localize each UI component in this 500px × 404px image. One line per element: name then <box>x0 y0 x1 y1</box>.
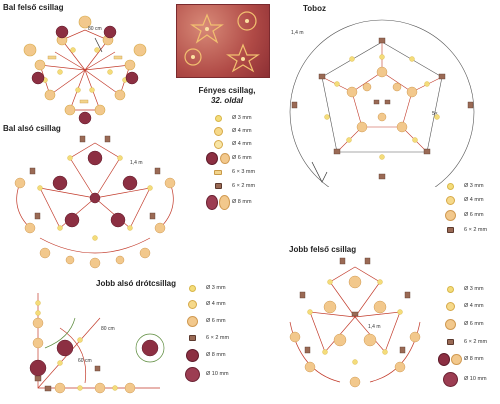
legend-br-item-5: Ø 8 mm <box>438 352 484 366</box>
legend-bottom-left: Ø 3 mm Ø 4 mm Ø 6 mm 6 × 2 mm Ø 8 mm Ø 1… <box>180 282 252 402</box>
legend-mid-item-1: Ø 3 mm <box>206 112 252 124</box>
legend-toboz-item-3: Ø 6 mm <box>438 209 484 221</box>
legend-br-item-2: Ø 4 mm <box>438 300 484 312</box>
legend-mid-item-5: 6 × 3 mm <box>206 166 255 178</box>
diagram-top-left-star <box>23 15 147 125</box>
legend-mid-item-3: Ø 4 mm <box>206 138 252 150</box>
label-bl-wire2: 60 cm <box>78 358 92 364</box>
legend-mid-item-6: 6 × 2 mm <box>206 180 255 192</box>
legend-br-item-4: 6 × 2 mm <box>438 336 487 348</box>
legend-br-item-3: Ø 6 mm <box>438 318 484 330</box>
label-toboz-repeat: 5× <box>432 111 438 117</box>
title-wire-star: Jobb alsó drótcsillag <box>96 279 177 288</box>
legend-mid: Ø 3 mm Ø 4 mm Ø 4 mm Ø 6 mm 6 × 3 mm 6 ×… <box>206 112 276 212</box>
label-mid-wire: 1,4 m <box>130 160 143 166</box>
caption-line2: 32. oldal <box>210 96 243 105</box>
legend-bl-item-5: Ø 8 mm <box>180 348 226 362</box>
legend-toboz-item-1: Ø 3 mm <box>438 180 484 192</box>
star-photo <box>176 4 270 78</box>
legend-toboz-item-2: Ø 4 mm <box>438 194 484 206</box>
legend-bottom-right: Ø 3 mm Ø 4 mm Ø 6 mm 6 × 2 mm Ø 8 mm Ø 1… <box>438 283 500 403</box>
label-tl-wire: 80 cm <box>88 26 102 32</box>
caption-line1: Fényes csillag, <box>198 86 256 95</box>
label-toboz-wire: 1,4 m <box>291 30 304 36</box>
diagram-bottom-left-upper-star <box>14 135 176 269</box>
photo-stars <box>184 11 260 73</box>
title-top-left-star: Bal felső csillag <box>3 3 64 12</box>
diagram-toboz <box>289 19 475 187</box>
title-top-right-star: Jobb felső csillag <box>289 245 357 254</box>
legend-toboz-item-4: 6 × 2 mm <box>438 224 487 236</box>
legend-bl-item-6: Ø 10 mm <box>180 366 229 382</box>
legend-bl-item-3: Ø 6 mm <box>180 315 226 327</box>
legend-bl-item-1: Ø 3 mm <box>180 282 226 294</box>
legend-bl-item-2: Ø 4 mm <box>180 298 226 310</box>
diagram-top-right-star <box>289 257 421 388</box>
legend-toboz: Ø 3 mm Ø 4 mm Ø 6 mm 6 × 2 mm <box>438 180 500 240</box>
diagram-wire-star <box>29 293 165 394</box>
title-toboz: Toboz <box>303 4 326 13</box>
legend-mid-item-4: Ø 6 mm <box>206 151 252 165</box>
legend-bl-item-4: 6 × 2 mm <box>180 332 229 344</box>
legend-br-item-1: Ø 3 mm <box>438 283 484 295</box>
photo-caption: Fényes csillag, 32. oldal <box>181 86 273 106</box>
label-bl-wire1: 80 cm <box>101 326 115 332</box>
legend-mid-item-2: Ø 4 mm <box>206 125 252 137</box>
title-bottom-left-upper-star: Bal alsó csillag <box>3 124 61 133</box>
legend-mid-item-7: Ø 8 mm <box>206 194 252 210</box>
legend-br-item-6: Ø 10 mm <box>438 371 487 387</box>
label-br-wire: 1,4 m <box>368 324 381 330</box>
